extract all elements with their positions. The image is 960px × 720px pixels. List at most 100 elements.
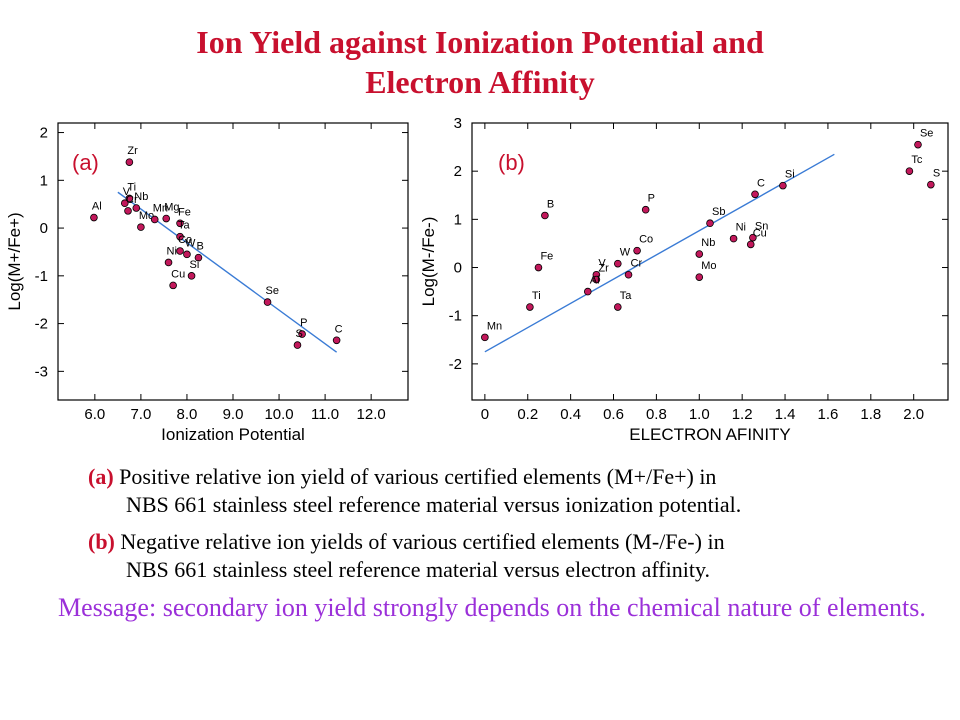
data-point-a-v — [120, 199, 129, 208]
y-tick-label-b: 0 — [454, 260, 462, 277]
plot-frame-a — [57, 122, 409, 401]
point-label-b-ni: Ni — [736, 222, 746, 234]
caption-b-tag: (b) — [88, 529, 115, 554]
point-label-b-mn: Mn — [487, 320, 502, 332]
x-tick-label-b: 1.2 — [732, 406, 753, 423]
point-label-a-cr: Cr — [126, 194, 138, 206]
data-point-b-mn — [481, 333, 489, 342]
point-label-a-se: Se — [266, 285, 279, 297]
point-label-b-se: Se — [920, 128, 933, 140]
data-point-b-al — [583, 287, 592, 296]
data-point-a-co — [176, 247, 184, 255]
x-tick-label-a: 12.0 — [357, 406, 386, 423]
point-label-a-w: W — [185, 237, 196, 249]
data-point-b-ni — [729, 234, 738, 243]
data-point-a-ti — [125, 194, 134, 203]
y-axis-label-a: Log(M+/Fe+) — [5, 212, 24, 310]
data-point-a-mg — [162, 214, 171, 223]
y-tick-label-b: 1 — [454, 211, 462, 228]
data-point-b-zr — [592, 275, 601, 284]
x-tick-label-b: 0.4 — [560, 406, 581, 423]
caption-a: (a) Positive relative ion yield of vario… — [88, 463, 741, 519]
point-label-b-mo: Mo — [701, 260, 716, 272]
data-point-a-cu — [169, 281, 177, 290]
data-point-a-fe — [176, 219, 184, 228]
data-point-a-cr — [124, 207, 132, 215]
point-label-b-cu: Cu — [753, 227, 767, 239]
point-label-a-fe: Fe — [178, 206, 191, 218]
data-point-a-zr — [125, 158, 134, 166]
point-label-b-zr: Zr — [598, 263, 609, 275]
point-label-a-mn: Mn — [153, 202, 168, 214]
data-point-a-ni — [164, 258, 173, 267]
point-label-b-c: C — [757, 177, 765, 189]
point-label-b-si: Si — [785, 169, 795, 181]
point-label-b-nb: Nb — [701, 237, 715, 249]
y-tick-label-a: -1 — [35, 268, 48, 285]
x-tick-label-a: 6.0 — [84, 406, 105, 423]
y-tick-label-b: -1 — [449, 308, 462, 325]
point-label-b-p: P — [648, 193, 655, 205]
x-tick-label-b: 1.4 — [775, 406, 796, 423]
x-axis-label-b: ELECTRON AFINITY — [629, 425, 791, 444]
point-label-a-s: S — [295, 328, 302, 340]
point-label-a-v: V — [123, 186, 131, 198]
x-tick-label-a: 10.0 — [264, 406, 293, 423]
y-tick-label-b: 3 — [454, 115, 462, 132]
x-tick-label-b: 0.2 — [517, 406, 538, 423]
point-label-b-b: B — [547, 198, 554, 210]
data-point-b-fe — [534, 263, 543, 272]
data-point-b-sb — [706, 219, 714, 228]
y-tick-label-b: -2 — [449, 356, 462, 373]
point-label-b-sn: Sn — [755, 221, 768, 233]
point-label-b-ta: Ta — [620, 290, 633, 302]
point-label-b-v: V — [598, 258, 606, 270]
x-tick-label-b: 1.8 — [860, 406, 881, 423]
data-point-b-nb — [695, 250, 704, 258]
panel-label-a: (a) — [72, 150, 99, 175]
fit-line-b — [484, 153, 835, 353]
point-label-a-si: Si — [190, 259, 200, 271]
point-label-a-c: C — [335, 323, 343, 335]
data-point-a-si — [187, 272, 196, 280]
data-point-b-si — [779, 181, 787, 190]
point-label-a-mg: Mg — [164, 202, 179, 214]
slide-title-line-2: Electron Affinity — [365, 64, 595, 100]
point-label-a-cu: Cu — [171, 268, 185, 280]
data-point-a-mo — [137, 223, 145, 231]
data-point-b-b — [541, 211, 549, 220]
caption-a-tag: (a) — [88, 464, 114, 489]
y-tick-label-b: 2 — [454, 163, 462, 180]
x-tick-label-b: 0.6 — [603, 406, 624, 423]
data-point-a-al — [90, 213, 98, 222]
x-tick-label-a: 11.0 — [311, 406, 339, 423]
data-point-b-sn — [749, 233, 757, 242]
slide-title: Ion Yield against Ionization Potential a… — [0, 22, 960, 102]
data-point-a-b — [194, 253, 203, 262]
data-point-b-s — [927, 180, 935, 189]
point-label-a-ta: Ta — [178, 220, 191, 232]
point-label-b-ti: Ti — [532, 290, 541, 302]
x-tick-label-b: 0 — [481, 406, 489, 423]
data-point-a-c — [332, 336, 341, 345]
x-axis-label-a: Ionization Potential — [161, 425, 305, 444]
x-tick-label-a: 9.0 — [223, 406, 244, 423]
data-point-b-co — [633, 246, 641, 255]
y-axis-label-b: Log(M-/Fe-) — [419, 217, 438, 307]
y-tick-label-a: 0 — [40, 220, 48, 237]
y-tick-label-a: -2 — [35, 316, 48, 333]
point-label-b-s: S — [933, 168, 940, 180]
point-label-b-fe: Fe — [540, 251, 553, 263]
point-label-a-ni: Ni — [167, 245, 177, 257]
point-label-a-ti: Ti — [127, 181, 136, 193]
data-point-a-se — [263, 298, 272, 306]
plot-frame-b — [471, 122, 949, 401]
point-label-a-p: P — [300, 317, 307, 329]
point-label-a-nb: Nb — [134, 191, 148, 203]
data-point-a-p — [298, 330, 306, 338]
point-label-b-al: Al — [590, 275, 600, 287]
x-tick-label-b: 1.6 — [817, 406, 838, 423]
data-point-b-ti — [526, 303, 534, 311]
data-point-b-mo — [695, 273, 704, 281]
